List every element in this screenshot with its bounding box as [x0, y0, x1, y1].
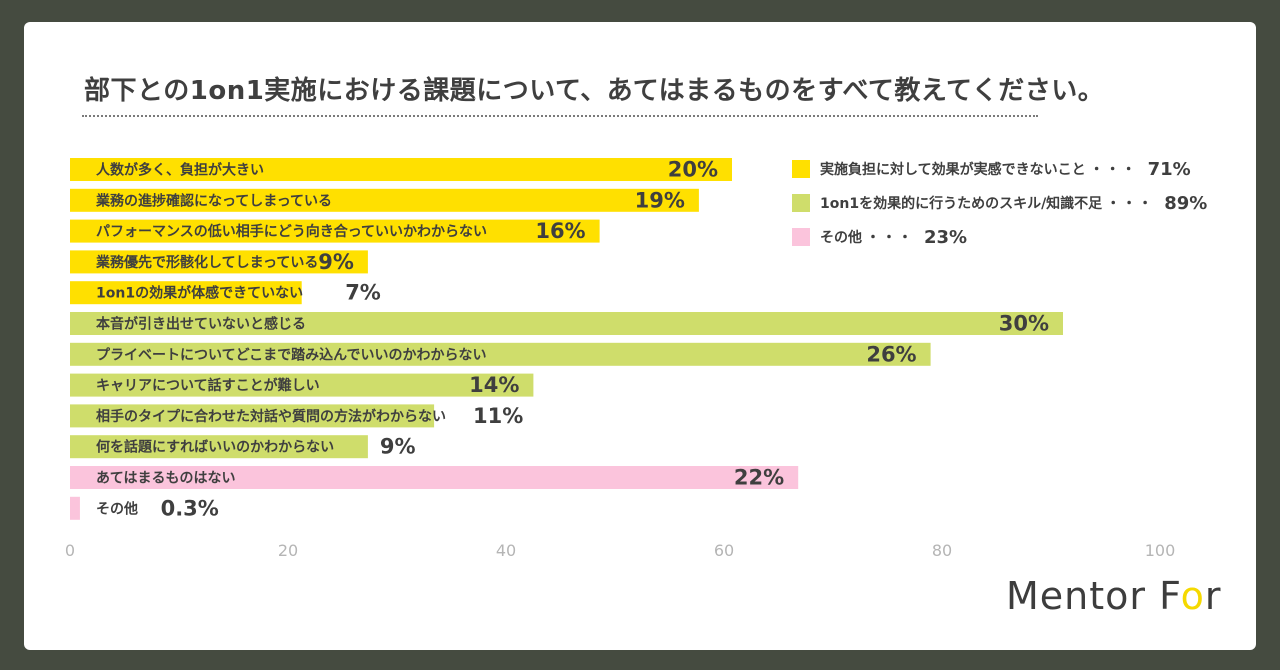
bar-label-8: キャリアについて話すことが難しい: [96, 377, 320, 394]
value-label-2: 19%: [635, 188, 685, 212]
bar-label-12: その他: [96, 500, 138, 517]
legend-swatch: [792, 160, 810, 178]
value-label-4: 9%: [318, 250, 354, 274]
value-label-12: 0.3%: [161, 496, 219, 520]
bar-10: [70, 435, 368, 459]
value-label-8: 14%: [469, 373, 519, 397]
bar-label-2: 業務の進捗確認になってしまっている: [95, 192, 332, 209]
value-label-3: 16%: [535, 219, 585, 243]
legend-label: その他: [820, 230, 862, 246]
value-label-1: 20%: [668, 158, 718, 182]
x-tick-40: 40: [496, 541, 516, 560]
bar-label-4: 業務優先で形骸化してしまっている: [95, 254, 318, 271]
bar-1: [70, 158, 732, 181]
legend-swatch: [792, 194, 810, 212]
legend-separator: ・・・: [1089, 162, 1138, 178]
value-label-7: 26%: [866, 342, 916, 366]
bar-label-1: 人数が多く、負担が大きい: [96, 162, 264, 179]
x-tick-0: 0: [65, 541, 75, 560]
legend-item-3: その他 ・・・ 23%: [792, 220, 1207, 254]
chart-title: 部下との1on1実施における課題について、あてはまるものをすべて教えてください。: [84, 76, 1105, 106]
bar-2: [70, 188, 699, 212]
bar-label-5: 1on1の効果が体感できていない: [96, 285, 303, 302]
x-tick-20: 20: [278, 541, 298, 560]
legend-item-1: 実施負担に対して効果が実感できないこと ・・・ 71%: [792, 152, 1207, 186]
value-label-6: 30%: [999, 312, 1049, 336]
bar-5: [70, 281, 302, 305]
bar-4: [70, 250, 368, 274]
title-divider: [82, 115, 1038, 117]
x-tick-100: 100: [1145, 541, 1176, 560]
bar-7: [70, 342, 931, 366]
bar-11: [70, 466, 799, 489]
value-label-5: 7%: [345, 281, 381, 305]
logo-text-left: Mentor F: [1006, 574, 1181, 618]
legend-item-2: 1on1を効果的に行うためのスキル/知識不足 ・・・ 89%: [792, 186, 1207, 220]
bar-label-6: 本音が引き出せていないと感じる: [96, 316, 306, 333]
legend-label: 1on1を効果的に行うためのスキル/知識不足: [820, 196, 1103, 212]
x-tick-80: 80: [932, 541, 952, 560]
bar-6: [70, 312, 1063, 335]
legend: 実施負担に対して効果が実感できないこと ・・・ 71% 1on1を効果的に行うた…: [792, 152, 1207, 254]
chart-card: [24, 22, 1256, 650]
bar-label-9: 相手のタイプに合わせた対話や質問の方法がわからない: [96, 408, 446, 425]
legend-separator: ・・・: [1106, 196, 1155, 212]
value-label-11: 22%: [734, 466, 784, 490]
bar-label-3: パフォーマンスの低い相手にどう向き合っていいかわからない: [96, 223, 487, 240]
value-label-10: 9%: [380, 435, 416, 459]
bar-label-11: あてはまるものはない: [96, 471, 235, 487]
legend-percent: 71%: [1147, 158, 1191, 180]
x-tick-60: 60: [714, 541, 734, 560]
logo-ring: o: [1180, 574, 1205, 618]
legend-label: 実施負担に対して効果が実感できないこと: [820, 162, 1086, 178]
logo-text-right: r: [1204, 574, 1222, 618]
legend-separator: ・・・: [866, 230, 914, 246]
bar-12: [70, 496, 80, 520]
bar-9: [70, 404, 435, 428]
bar-label-7: プライベートについてどこまで踏み込んでいいのかわからない: [96, 346, 486, 363]
legend-swatch: [792, 228, 810, 246]
legend-percent: 23%: [924, 226, 968, 248]
legend-percent: 89%: [1164, 192, 1208, 214]
bar-label-10: 何を話題にすればいいのかわからない: [96, 439, 334, 456]
bar-8: [70, 373, 534, 397]
value-label-9: 11%: [473, 404, 523, 428]
mentor-for-logo: Mentor For: [1006, 574, 1221, 618]
bar-3: [70, 219, 600, 243]
